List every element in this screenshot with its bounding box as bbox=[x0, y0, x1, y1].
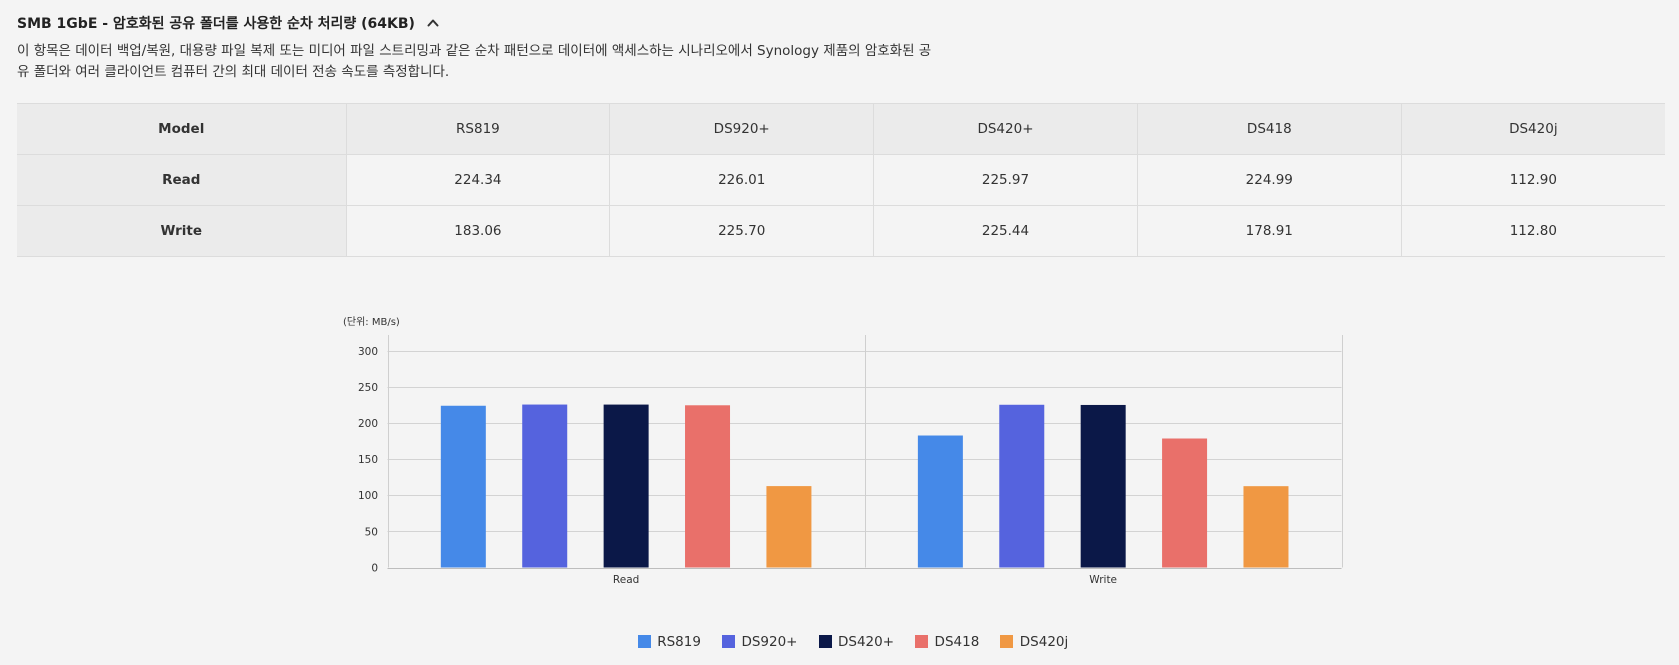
legend-label-ds920-plus: DS920+ bbox=[741, 633, 798, 650]
bar-read-ds418 bbox=[685, 405, 731, 568]
y-tick-label: 50 bbox=[365, 526, 378, 538]
write-ds920-plus-value: 225.70 bbox=[609, 205, 874, 257]
x-category-label: Write bbox=[1089, 574, 1117, 586]
table-header-ds418: DS418 bbox=[1136, 103, 1402, 155]
x-category-label: Read bbox=[613, 574, 639, 586]
table-header-ds420j: DS420j bbox=[1400, 103, 1665, 155]
legend-label-rs819: RS819 bbox=[657, 633, 701, 650]
y-tick-label: 150 bbox=[358, 454, 378, 466]
read-ds920-plus-value: 226.01 bbox=[609, 154, 874, 206]
legend-item-ds420-plus[interactable]: DS420+ bbox=[818, 633, 895, 650]
read-ds420-plus-value: 225.97 bbox=[873, 154, 1138, 206]
section-header[interactable]: SMB 1GbE - 암호화된 공유 폴더를 사용한 순차 처리량 (64KB) bbox=[17, 12, 439, 33]
legend-item-ds420j[interactable]: DS420j bbox=[1000, 634, 1068, 650]
chart-unit-label: (단위: MB/s) bbox=[343, 315, 400, 328]
description-line: 이 항목은 데이터 백업/복원, 대용량 파일 복제 또는 미디어 파일 스트리… bbox=[17, 43, 932, 59]
table-header-rs819: RS819 bbox=[345, 103, 610, 155]
y-tick-label: 300 bbox=[358, 346, 378, 358]
row-label-read: Read bbox=[17, 154, 346, 206]
bar-read-ds420-plus bbox=[603, 404, 649, 568]
throughput-table: Model RS819 DS920+ DS420+ DS418 DS420j R… bbox=[17, 103, 1665, 257]
description-line: 유 폴더와 여러 클라이언트 컴퓨터 간의 최대 데이터 전송 속도를 측정합니… bbox=[17, 64, 450, 81]
legend-label-ds420-plus: DS420+ bbox=[838, 633, 895, 650]
chevron-up-icon[interactable] bbox=[427, 18, 439, 27]
bar-read-rs819 bbox=[440, 405, 486, 568]
read-ds418-value: 224.99 bbox=[1136, 154, 1402, 206]
bar-write-ds418 bbox=[1162, 438, 1208, 568]
legend-label-ds418: DS418 bbox=[934, 633, 980, 650]
y-tick-label: 0 bbox=[371, 562, 378, 574]
y-tick-label: 250 bbox=[358, 382, 378, 394]
table-header-ds920-plus: DS920+ bbox=[609, 103, 874, 155]
write-ds420j-value: 112.80 bbox=[1400, 205, 1665, 257]
y-axis-ticks: 0 50 100 150 200 250 300 bbox=[358, 346, 378, 574]
legend-swatch-ds418 bbox=[915, 635, 929, 648]
table-header-row: Model RS819 DS920+ DS420+ DS418 DS420j bbox=[17, 103, 1665, 155]
section-description: 이 항목은 데이터 백업/복원, 대용량 파일 복제 또는 미디어 파일 스트리… bbox=[17, 41, 931, 84]
x-axis-labels: Read Write bbox=[613, 574, 1117, 586]
table-row-write: Write 183.06 225.70 225.44 178.91 112.80 bbox=[17, 205, 1665, 257]
legend-label-ds420j: DS420j bbox=[1019, 633, 1069, 650]
legend-swatch-rs819 bbox=[637, 635, 651, 648]
legend-item-ds418[interactable]: DS418 bbox=[915, 634, 979, 650]
legend-item-ds920-plus[interactable]: DS920+ bbox=[721, 633, 798, 650]
bar-read-ds920-plus bbox=[522, 404, 568, 568]
bar-read-ds420j bbox=[766, 486, 812, 568]
section-title: SMB 1GbE - 암호화된 공유 폴더를 사용한 순차 처리량 (64KB) bbox=[17, 15, 415, 32]
read-rs819-value: 224.34 bbox=[345, 154, 610, 206]
legend-item-rs819[interactable]: RS819 bbox=[637, 633, 701, 650]
legend-swatch-ds920-plus bbox=[721, 635, 735, 648]
y-tick-label: 100 bbox=[358, 490, 378, 502]
table-row-read: Read 224.34 226.01 225.97 224.99 112.90 bbox=[17, 154, 1665, 206]
table-header-ds420-plus: DS420+ bbox=[873, 103, 1138, 155]
y-tick-label: 200 bbox=[358, 418, 378, 430]
table-header-model-label: Model bbox=[17, 103, 346, 155]
bar-write-rs819 bbox=[917, 435, 963, 568]
bar-write-ds420j bbox=[1243, 486, 1289, 568]
bar-write-ds420-plus bbox=[1080, 404, 1126, 568]
write-rs819-value: 183.06 bbox=[345, 205, 610, 257]
chart-bars bbox=[440, 404, 1289, 568]
write-ds420-plus-value: 225.44 bbox=[873, 205, 1138, 257]
bar-write-ds920-plus bbox=[999, 404, 1045, 568]
throughput-bar-chart: (단위: MB/s) 0 50 100 150 200 250 300 Read Write bbox=[343, 315, 1343, 586]
legend-swatch-ds420-plus bbox=[818, 635, 832, 648]
chart-legend: RS819 DS920+ DS420+ DS418 DS420j bbox=[453, 632, 1253, 651]
legend-swatch-ds420j bbox=[1000, 635, 1014, 648]
row-label-write: Write bbox=[17, 205, 346, 257]
write-ds418-value: 178.91 bbox=[1136, 205, 1402, 257]
read-ds420j-value: 112.90 bbox=[1400, 154, 1665, 206]
